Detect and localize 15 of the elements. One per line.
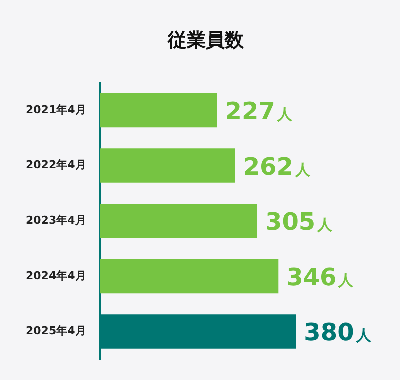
y-tick-label: 2025年4月 xyxy=(26,324,86,338)
y-tick-label: 2021年4月 xyxy=(26,103,86,116)
y-tick-label: 2022年4月 xyxy=(26,158,86,172)
data-label: 227人 xyxy=(225,97,294,126)
data-label: 305人 xyxy=(266,208,334,236)
data-label: 346人 xyxy=(286,263,355,292)
bar xyxy=(100,259,279,294)
chart-title: 従業員数 xyxy=(167,29,245,52)
y-tick-label: 2024年4月 xyxy=(26,269,86,282)
bar xyxy=(100,204,258,238)
data-label: 262人 xyxy=(243,152,312,181)
data-label: 380人 xyxy=(304,318,372,347)
bar xyxy=(100,93,218,128)
bar xyxy=(100,148,236,183)
y-tick-label: 2023年4月 xyxy=(26,214,86,227)
